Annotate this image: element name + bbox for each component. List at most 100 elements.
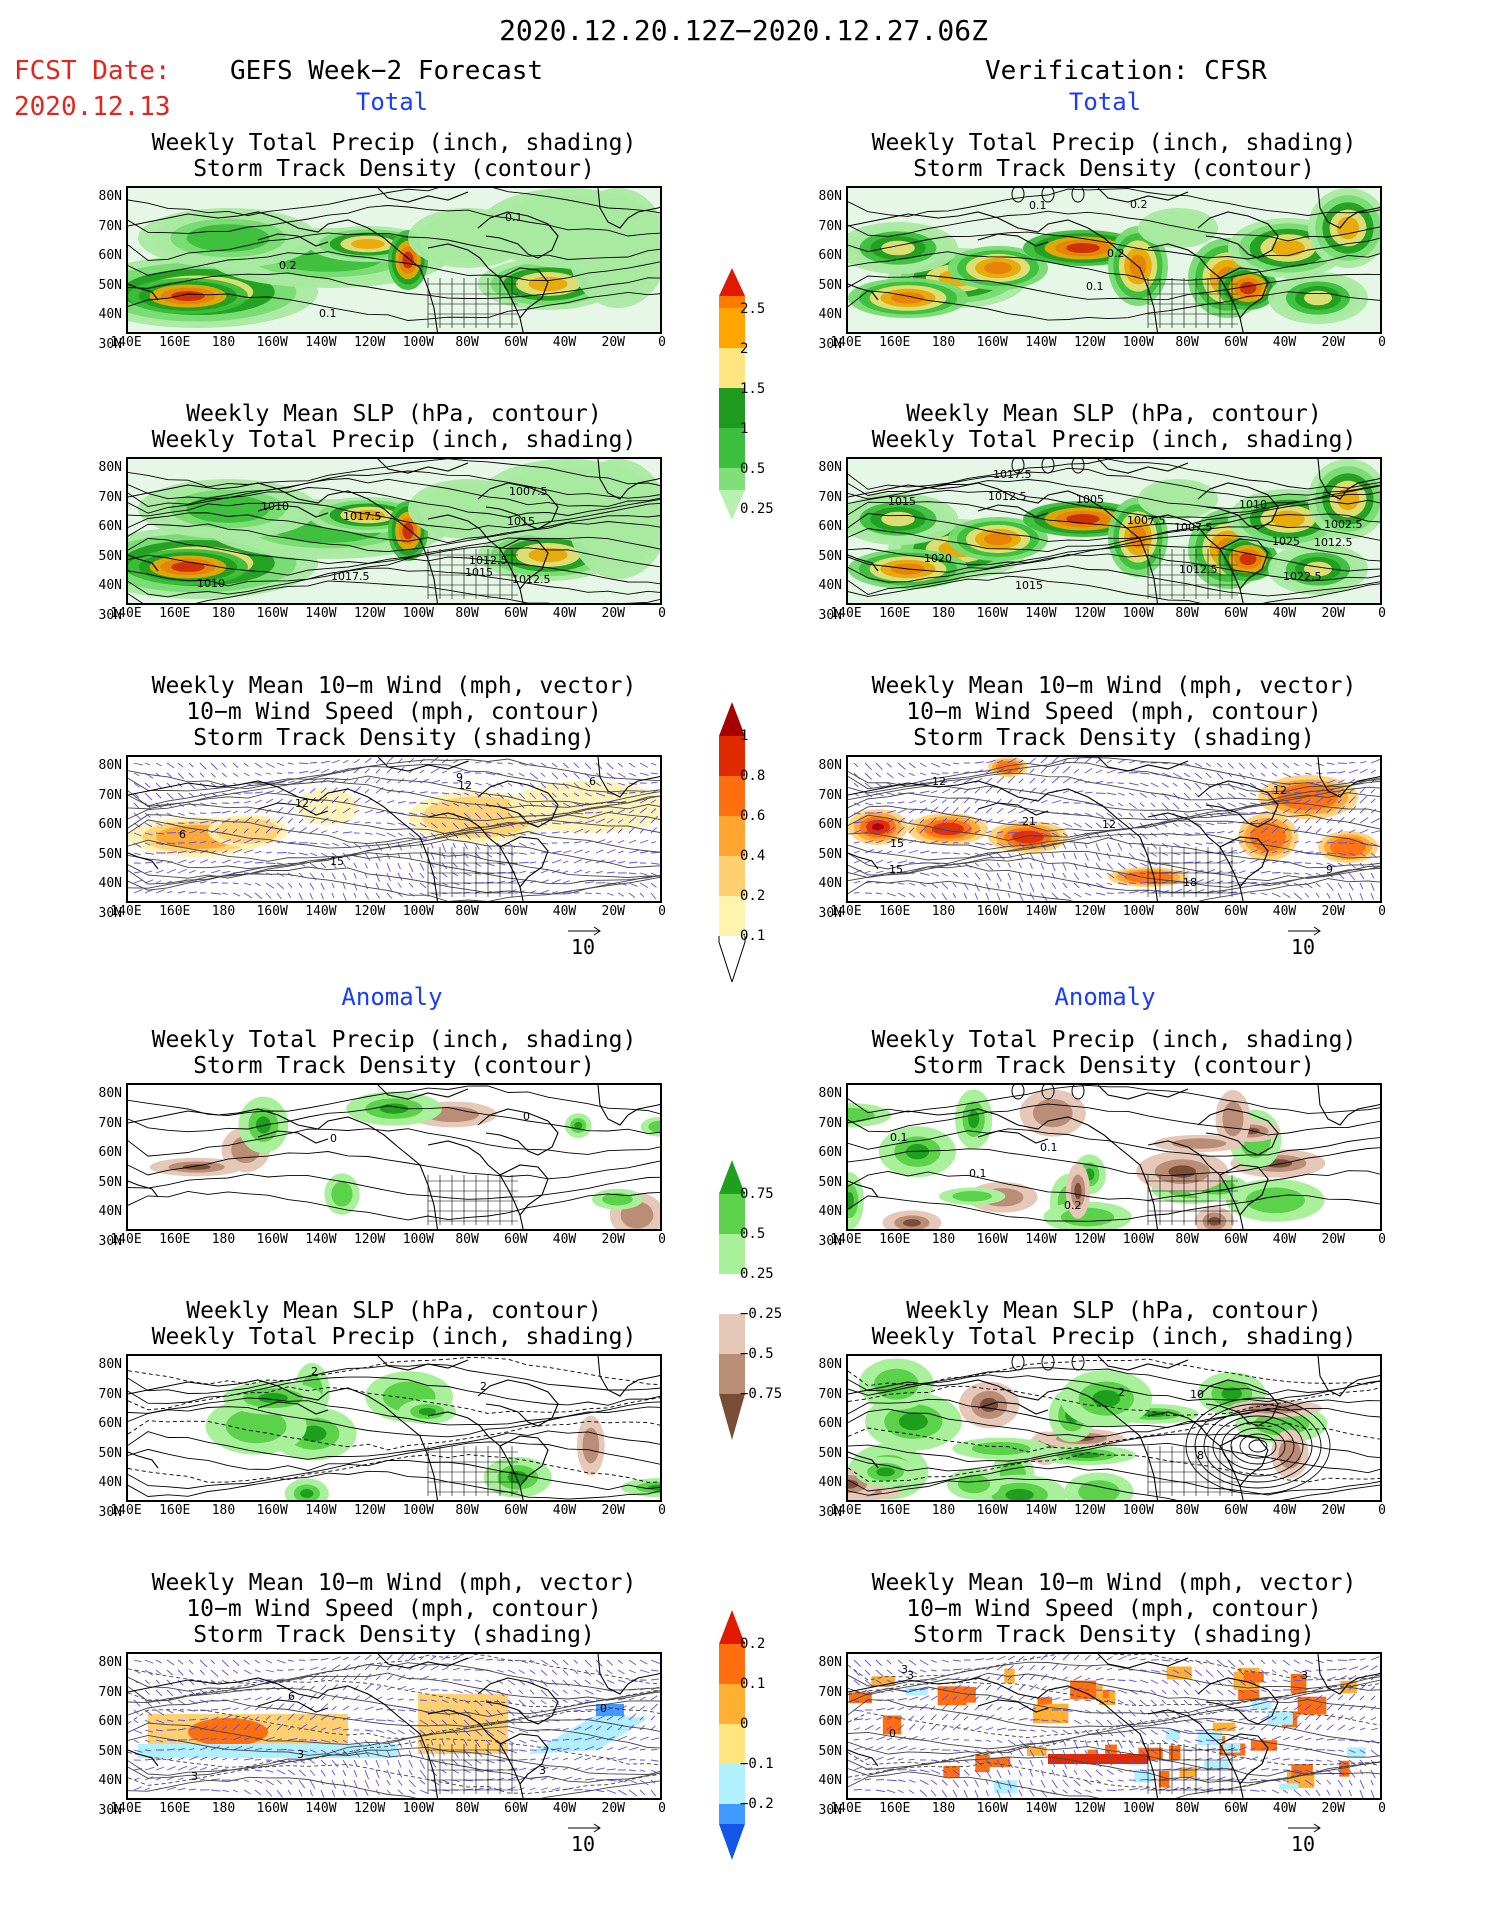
contour-label: 1025 [1272, 535, 1300, 548]
lat-tick-label: 60N [98, 1416, 122, 1431]
contour-label: 6 [179, 828, 186, 841]
lon-tick-label: 20W [1321, 606, 1345, 621]
panel-title: Storm Track Density (shading) [913, 1622, 1315, 1648]
lon-tick-label: 80W [1175, 335, 1199, 350]
panel-title: Storm Track Density (contour) [193, 156, 595, 182]
coastlines [128, 1356, 660, 1500]
contours [128, 1654, 660, 1798]
lon-tick-label: 60W [1224, 606, 1248, 621]
lat-tick-label: 80N [98, 1655, 122, 1670]
lat-tick-label: 80N [98, 460, 122, 475]
lon-tick-label: 120W [1073, 1801, 1106, 1816]
forecast-total-label: Total [355, 88, 429, 116]
lon-tick-label: 60W [1224, 1232, 1248, 1247]
lat-tick-label: 60N [818, 1145, 842, 1160]
panel-title: Weekly Total Precip (inch, shading) [871, 130, 1357, 156]
lon-tick-label: 120W [1073, 606, 1106, 621]
lon-tick-label: 0 [658, 335, 666, 350]
lon-tick-label: 160W [256, 1232, 288, 1247]
panel-title: Weekly Total Precip (inch, shading) [871, 1324, 1357, 1350]
lat-tick-label: 60N [98, 1145, 122, 1160]
colorbar-label: 0.5 [740, 461, 766, 477]
panel-title: Storm Track Density (contour) [193, 1053, 595, 1079]
colorbar-label: 0.2 [740, 888, 766, 904]
lat-tick-label: 70N [818, 489, 842, 505]
density-anom-colorbar-graphic [719, 1610, 745, 1860]
lat-tick-label: 30N [818, 1233, 842, 1249]
lon-tick-label: 160E [159, 335, 191, 350]
lat-tick-label: 40N [98, 307, 122, 322]
colorbar-label: 1 [740, 728, 749, 744]
lon-tick-label: 140E [110, 904, 142, 919]
coastlines [128, 1085, 660, 1229]
contour-label: 0 [330, 1132, 337, 1145]
lat-tick-label: 30N [818, 905, 842, 921]
contour-label: 12 [458, 779, 472, 792]
lat-tick-label: 70N [98, 218, 122, 234]
lat-tick-label: 30N [98, 1802, 122, 1818]
panel-title: Storm Track Density (contour) [913, 1053, 1315, 1079]
contour-label: 3 [1301, 1669, 1308, 1682]
lon-tick-label: 80W [455, 904, 479, 919]
lon-tick-label: 120W [353, 1503, 386, 1518]
lon-tick-label: 60W [504, 1232, 528, 1247]
lon-tick-label: 120W [353, 1232, 386, 1247]
lon-tick-label: 140E [830, 1503, 862, 1518]
forecast-map-wind: 12 6 15 12 9 6 [126, 755, 662, 903]
contour-label: 2 [480, 1380, 487, 1393]
contour-label: 12 [1273, 784, 1287, 797]
lon-tick-label: 140W [1025, 335, 1057, 350]
contour-label: 0.2 [1130, 198, 1148, 211]
forecast-anomaly-label: Anomaly [341, 983, 443, 1011]
contour-label: 1012.5 [512, 573, 551, 586]
contour-label: 1010 [1239, 498, 1267, 511]
contours [848, 757, 1380, 901]
lon-tick-label: 180 [931, 904, 956, 919]
colorbar-label: 0.5 [740, 1226, 766, 1242]
lat-tick-label: 50N [98, 277, 122, 293]
lon-tick-label: 160E [159, 1801, 191, 1816]
lon-tick-label: 40W [552, 1801, 577, 1816]
contour-label: 1017.5 [331, 570, 370, 583]
lon-tick-label: 40W [552, 606, 577, 621]
lon-tick-label: 180 [211, 904, 236, 919]
panel-title: Weekly Mean SLP (hPa, contour) [186, 401, 602, 427]
lon-tick-label: 0 [1378, 1801, 1386, 1816]
colorbar-label: 0.8 [740, 768, 766, 784]
contour-label: 8 [1197, 1449, 1204, 1462]
forecast-map-slp: 1015 1012.5 1010 1012.5 1010 1017.5 1015 1017.5… [126, 457, 662, 605]
lon-tick-label: 100W [1122, 904, 1155, 919]
contours [848, 1356, 1380, 1500]
contour-label: 3 [907, 1669, 914, 1682]
lon-tick-label: 160E [879, 1801, 911, 1816]
lon-tick-label: 140E [110, 1503, 142, 1518]
lon-tick-label: 120W [1073, 904, 1106, 919]
lon-tick-label: 60W [1224, 904, 1248, 919]
colorbar-label: 0.75 [740, 1186, 774, 1202]
lat-tick-label: 80N [818, 1357, 842, 1372]
lon-tick-label: 160W [256, 904, 288, 919]
coastlines [128, 188, 660, 332]
lon-tick-label: 40W [1272, 1232, 1297, 1247]
contour-label: 1017.5 [343, 510, 382, 523]
contour-label: 1010 [197, 577, 225, 590]
lon-tick-label: 160E [879, 904, 911, 919]
lon-tick-label: 140W [305, 904, 337, 919]
vector-reference-label: 10 [1291, 935, 1316, 959]
coastlines [848, 1356, 1380, 1500]
lon-tick-label: 140W [1025, 1232, 1057, 1247]
contour-label: 0 [889, 1727, 896, 1740]
lon-tick-label: 40W [1272, 606, 1297, 621]
lon-tick-label: 140E [830, 904, 862, 919]
panel-title: Weekly Mean 10−m Wind (mph, vector) [871, 673, 1357, 699]
contour-label: 1002.5 [1324, 518, 1363, 531]
lon-tick-label: 0 [1378, 606, 1386, 621]
lon-tick-label: 140E [110, 606, 142, 621]
contour-label: 3 [901, 1663, 908, 1676]
contour-label: 1007.5 [509, 485, 548, 498]
contour-label: 0.2 [1107, 247, 1125, 260]
colorbar-label: 0.4 [740, 848, 766, 864]
colorbar-label: −0.75 [740, 1386, 783, 1402]
colorbar-label: 1.5 [740, 381, 766, 397]
vector-reference-label: 10 [571, 935, 596, 959]
